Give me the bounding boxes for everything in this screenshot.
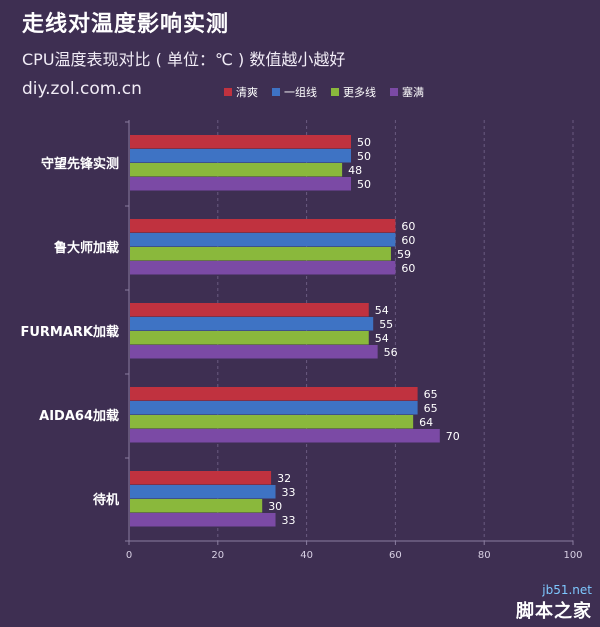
bar-1-1 — [130, 233, 396, 247]
category-label-0: 守望先锋实测 — [41, 156, 119, 172]
data-label-0-2: 48 — [348, 164, 362, 177]
data-label-2-1: 55 — [379, 318, 393, 331]
legend-swatch-3 — [390, 88, 398, 96]
legend-swatch-1 — [272, 88, 280, 96]
legend: 清爽 一组线 更多线 塞满 — [224, 84, 424, 100]
watermark-name: 脚本之家 — [516, 601, 592, 622]
legend-item-0: 清爽 — [224, 84, 258, 100]
legend-swatch-0 — [224, 88, 232, 96]
chart-subtitle: CPU温度表现对比 ( 单位：℃ ) 数值越小越好 — [22, 50, 346, 69]
bar-4-1 — [130, 485, 276, 499]
x-tick-label-20: 20 — [211, 550, 224, 561]
data-label-4-2: 30 — [268, 500, 282, 513]
bar-1-3 — [130, 261, 396, 275]
data-label-3-1: 65 — [424, 402, 438, 415]
bar-0-0 — [130, 135, 351, 149]
category-label-1: 鲁大师加载 — [54, 240, 119, 256]
data-label-1-1: 60 — [401, 234, 415, 247]
category-label-4: 待机 — [92, 492, 119, 508]
chart-title: 走线对温度影响实测 — [22, 12, 230, 37]
data-label-3-2: 64 — [419, 416, 433, 429]
x-tick-label-80: 80 — [478, 550, 491, 561]
bar-0-2 — [130, 163, 343, 177]
data-label-0-1: 50 — [357, 150, 371, 163]
legend-item-1: 一组线 — [272, 84, 317, 100]
legend-item-2: 更多线 — [331, 84, 376, 100]
bar-2-1 — [130, 317, 374, 331]
data-label-3-0: 65 — [424, 388, 438, 401]
watermark: jb51.net 脚本之家 — [516, 583, 592, 623]
category-label-2: FURMARK加载 — [20, 324, 119, 340]
data-label-2-0: 54 — [375, 304, 389, 317]
legend-label-0: 清爽 — [236, 86, 258, 99]
x-tick-label-40: 40 — [300, 550, 313, 561]
x-tick-label-100: 100 — [563, 550, 582, 561]
data-label-0-0: 50 — [357, 136, 371, 149]
x-tick-label-60: 60 — [389, 550, 402, 561]
data-label-2-2: 54 — [375, 332, 389, 345]
bar-1-0 — [130, 219, 396, 233]
bar-4-3 — [130, 513, 276, 527]
data-label-0-3: 50 — [357, 178, 371, 191]
category-label-3: AIDA64加载 — [39, 408, 119, 424]
bar-2-3 — [130, 345, 378, 359]
legend-label-3: 塞满 — [402, 86, 424, 99]
legend-label-2: 更多线 — [343, 86, 376, 99]
data-label-1-2: 59 — [397, 248, 411, 261]
data-label-4-3: 33 — [282, 514, 296, 527]
bar-4-0 — [130, 471, 272, 485]
bar-4-2 — [130, 499, 263, 513]
data-label-4-0: 32 — [277, 472, 291, 485]
legend-item-3: 塞满 — [390, 84, 424, 100]
bar-3-2 — [130, 415, 414, 429]
bar-0-1 — [130, 149, 351, 163]
data-label-2-3: 56 — [384, 346, 398, 359]
source-label: diy.zol.com.cn — [22, 79, 142, 99]
x-tick-label-0: 0 — [126, 550, 132, 561]
bar-3-0 — [130, 387, 418, 401]
data-label-1-0: 60 — [401, 220, 415, 233]
legend-swatch-2 — [331, 88, 339, 96]
data-label-3-3: 70 — [446, 430, 460, 443]
bar-2-2 — [130, 331, 369, 345]
bar-0-3 — [130, 177, 351, 191]
data-label-4-1: 33 — [282, 486, 296, 499]
watermark-site: jb51.net — [542, 583, 592, 597]
bar-3-3 — [130, 429, 440, 443]
bar-2-0 — [130, 303, 369, 317]
legend-label-1: 一组线 — [284, 86, 317, 99]
bar-3-1 — [130, 401, 418, 415]
bar-1-2 — [130, 247, 391, 261]
data-label-1-3: 60 — [401, 262, 415, 275]
